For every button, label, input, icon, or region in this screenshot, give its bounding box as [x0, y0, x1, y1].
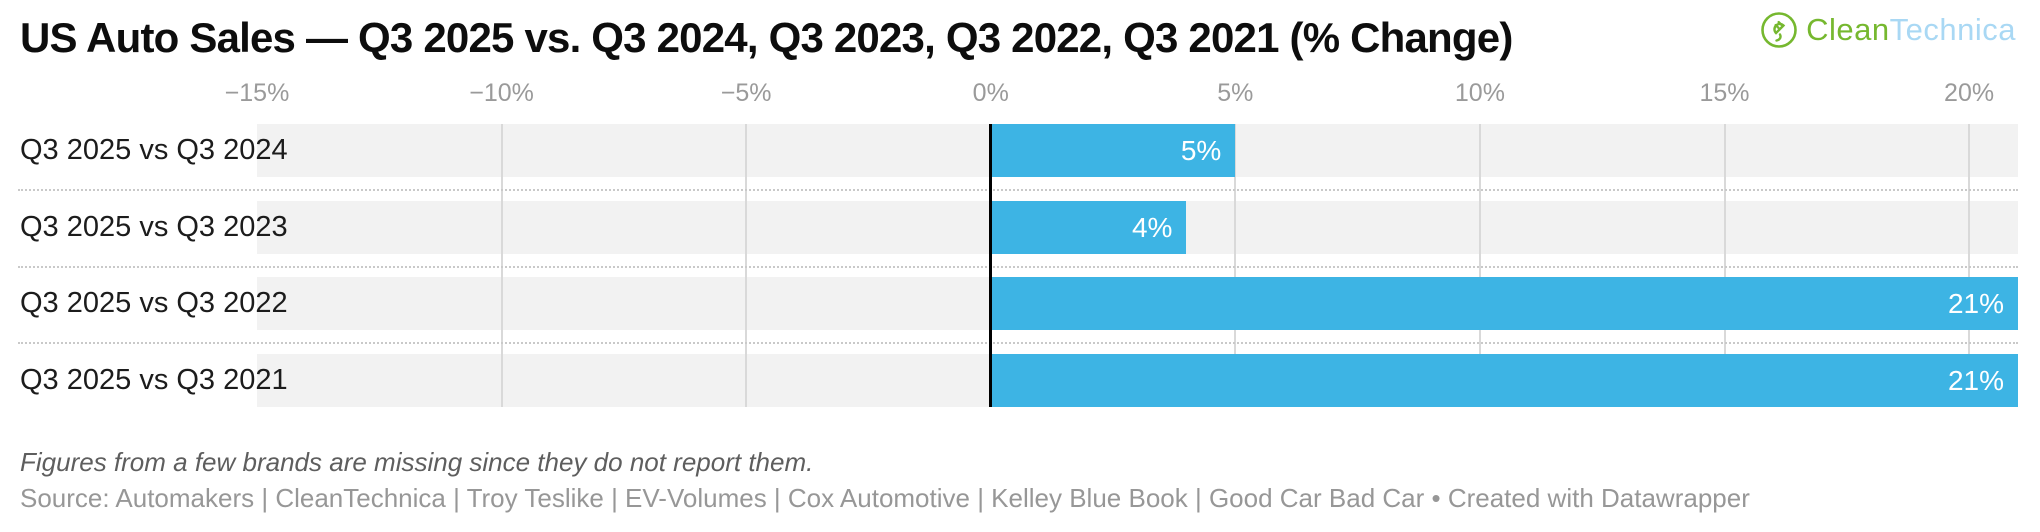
row-label: Q3 2025 vs Q3 2024 [20, 134, 288, 166]
row-separator [18, 189, 2018, 191]
chart-title: US Auto Sales — Q3 2025 vs. Q3 2024, Q3 … [20, 14, 1513, 61]
bar-value-label: 21% [1947, 364, 2004, 396]
row-label: Q3 2025 vs Q3 2022 [20, 287, 288, 319]
x-tick-label: 10% [1454, 79, 1505, 107]
cleantechnica-logo-text: CleanTechnica [1806, 12, 2016, 48]
x-tick-label: 20% [1944, 79, 1995, 107]
x-gridline [1234, 124, 1237, 407]
datawrapper-attribution-link[interactable]: Created with Datawrapper [1447, 483, 1750, 513]
x-tick-label: 15% [1699, 79, 1750, 107]
x-tick-label: −5% [720, 79, 772, 107]
x-gridline [500, 124, 503, 407]
logo-clean-label: Clean [1806, 12, 1890, 47]
source-text: Source: Automakers | CleanTechnica | Tro… [20, 483, 1448, 513]
x-tick-label: 0% [972, 79, 1009, 107]
bar-q3-2021[interactable]: 21% [990, 354, 2018, 407]
x-tick-label: 5% [1217, 79, 1254, 107]
bar-value-label: 21% [1947, 287, 2004, 319]
row-label: Q3 2025 vs Q3 2021 [20, 364, 288, 396]
logo-technica-label: Technica [1889, 12, 2016, 47]
bar-q3-2023[interactable]: 4% [990, 201, 1187, 254]
x-gridline [1723, 124, 1726, 407]
chart-footnote: Figures from a few brands are missing si… [20, 447, 814, 477]
bar-q3-2024[interactable]: 5% [990, 124, 1236, 177]
x-gridline [745, 124, 748, 407]
bar-q3-2022[interactable]: 21% [990, 277, 2018, 330]
bar-value-label: 4% [1131, 211, 1173, 243]
x-tick-label: −10% [469, 79, 534, 107]
cleantechnica-plug-icon [1761, 12, 1797, 48]
x-gridline [1478, 124, 1481, 407]
bar-value-label: 5% [1180, 134, 1222, 166]
zero-baseline [989, 124, 993, 407]
x-tick-label: −15% [224, 79, 290, 107]
row-label: Q3 2025 vs Q3 2023 [20, 211, 288, 243]
row-separator [18, 266, 2018, 268]
row-separator [18, 342, 2018, 344]
cleantechnica-logo[interactable]: CleanTechnica [1759, 10, 2016, 50]
source-line: Source: Automakers | CleanTechnica | Tro… [20, 483, 1750, 514]
x-gridline [1968, 124, 1971, 407]
